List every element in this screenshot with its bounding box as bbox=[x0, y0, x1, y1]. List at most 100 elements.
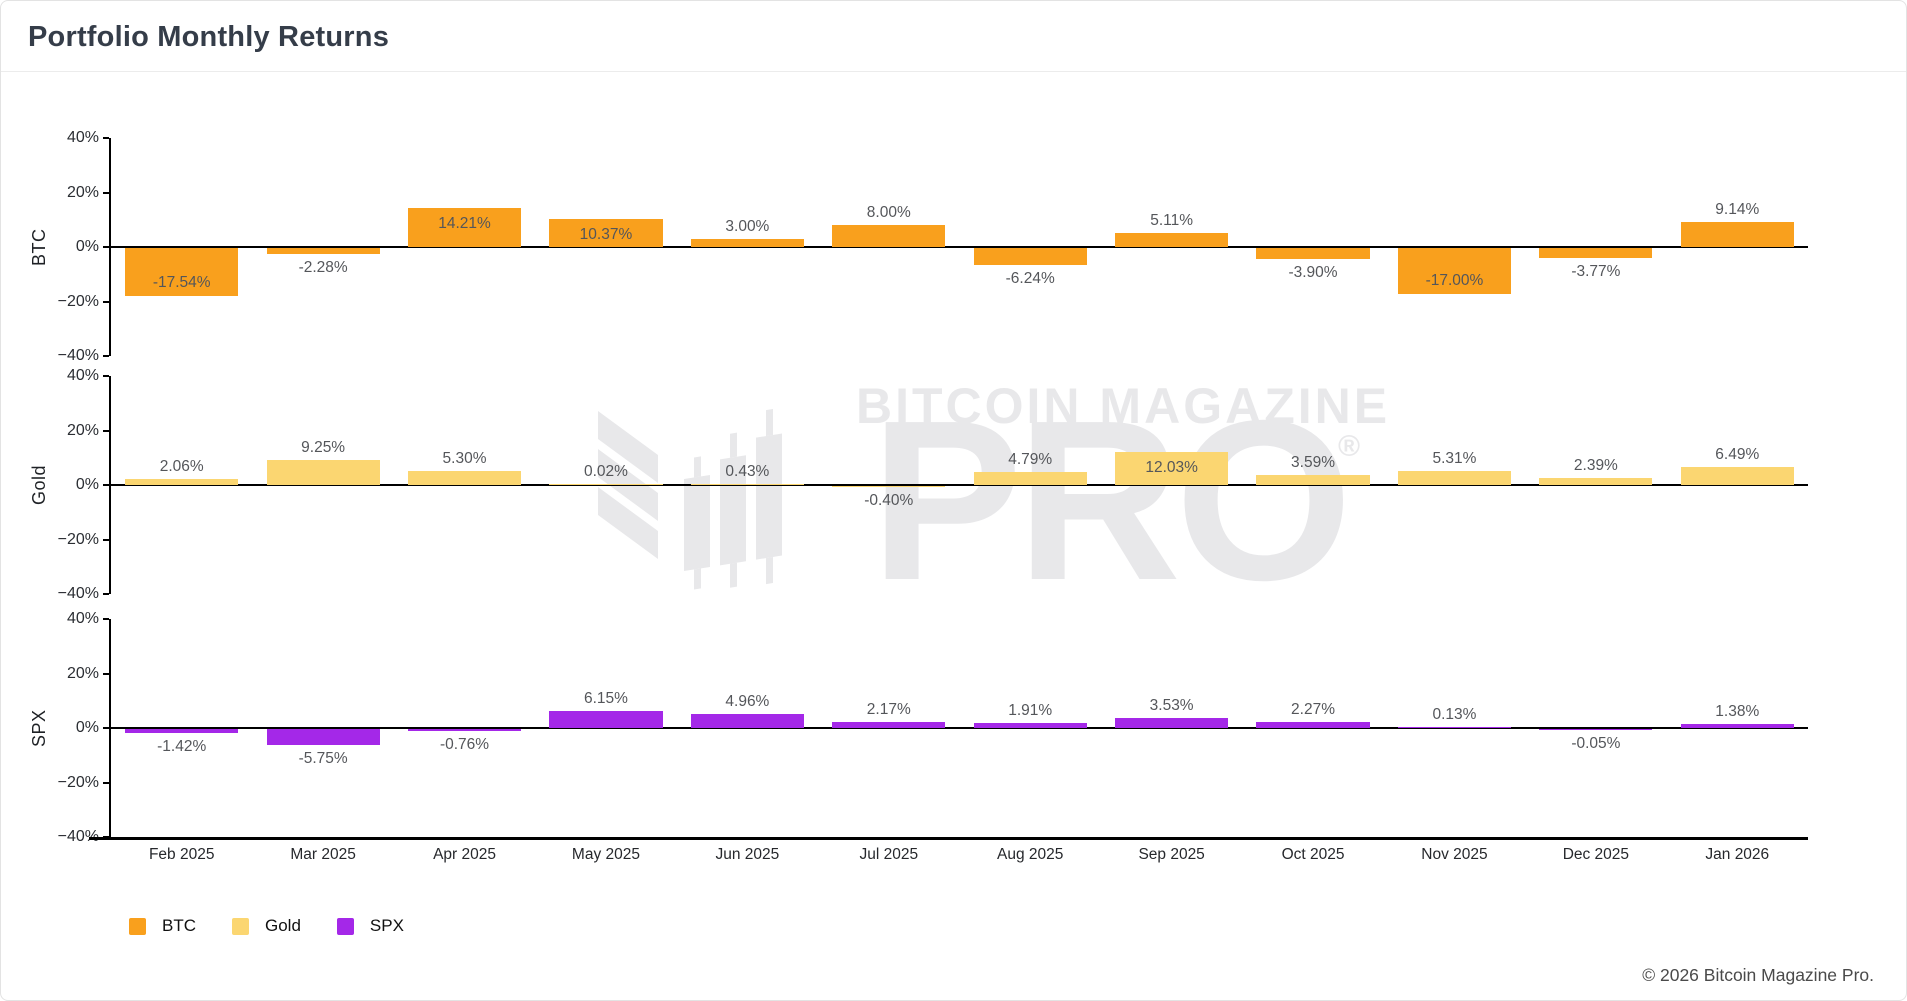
bar-spx-dec-2025[interactable] bbox=[1539, 729, 1653, 730]
bar-gold-aug-2025[interactable] bbox=[973, 471, 1087, 485]
bar-gold-may-2025[interactable] bbox=[549, 484, 663, 485]
y-tick-mark bbox=[103, 593, 109, 595]
x-tick-label: Jan 2026 bbox=[1705, 846, 1770, 863]
bar-spx-may-2025[interactable] bbox=[549, 711, 663, 728]
y-tick-mark bbox=[103, 538, 109, 541]
bar-spx-mar-2025[interactable] bbox=[266, 729, 380, 745]
legend-item-spx[interactable]: SPX bbox=[336, 916, 404, 936]
bar-spx-jun-2025[interactable] bbox=[690, 714, 804, 728]
bar-btc-feb-2025[interactable] bbox=[125, 248, 239, 296]
zero-line-btc bbox=[111, 246, 1808, 248]
bar-gold-nov-2025[interactable] bbox=[1397, 470, 1512, 485]
bar-value-label: 8.00% bbox=[866, 204, 911, 222]
bar-spx-feb-2025[interactable] bbox=[125, 729, 239, 733]
bar-gold-oct-2025[interactable] bbox=[1256, 475, 1370, 485]
bar-btc-jan-2026[interactable] bbox=[1680, 222, 1794, 247]
x-tick-label: May 2025 bbox=[571, 846, 640, 863]
bar-btc-may-2025[interactable] bbox=[549, 218, 663, 247]
bar-value-label: 2.06% bbox=[159, 458, 204, 476]
bar-value-label: -6.24% bbox=[1005, 270, 1055, 287]
y-axis-line-spx bbox=[109, 619, 111, 837]
bar-value-label: 5.11% bbox=[1150, 212, 1194, 230]
y-tick-label: 40% bbox=[66, 610, 99, 627]
y-tick-label: 40% bbox=[66, 129, 99, 146]
bar-gold-jun-2025[interactable] bbox=[690, 483, 804, 485]
watermark-text-line1: BITCOIN MAGAZINE bbox=[856, 378, 1391, 434]
x-tick-label: Apr 2025 bbox=[433, 846, 496, 863]
copyright-text: © 2026 Bitcoin Magazine Pro. bbox=[1642, 965, 1874, 985]
bar-value-label: 1.91% bbox=[1008, 701, 1053, 719]
bar-spx-oct-2025[interactable] bbox=[1256, 721, 1370, 728]
bar-value-label: 0.13% bbox=[1432, 706, 1477, 724]
legend-label-btc: BTC bbox=[162, 916, 196, 935]
x-tick-label: Sep 2025 bbox=[1138, 846, 1205, 863]
card-header: Portfolio Monthly Returns bbox=[1, 1, 1906, 72]
bar-gold-feb-2025[interactable] bbox=[125, 479, 239, 485]
bar-spx-sep-2025[interactable] bbox=[1115, 718, 1229, 728]
bar-btc-oct-2025[interactable] bbox=[1256, 248, 1370, 259]
bar-value-label: -0.76% bbox=[439, 736, 490, 754]
bar-btc-dec-2025[interactable] bbox=[1539, 248, 1653, 259]
bar-spx-jul-2025[interactable] bbox=[832, 722, 946, 728]
y-tick-mark bbox=[103, 246, 109, 248]
bar-btc-aug-2025[interactable] bbox=[973, 248, 1087, 265]
y-tick-mark bbox=[103, 355, 109, 357]
bar-gold-apr-2025[interactable] bbox=[407, 470, 522, 485]
legend-label-spx: SPX bbox=[369, 916, 404, 935]
page-title: Portfolio Monthly Returns bbox=[28, 21, 390, 53]
y-tick-label: 0% bbox=[75, 476, 99, 493]
bar-btc-jul-2025[interactable] bbox=[832, 225, 946, 247]
bar-gold-mar-2025[interactable] bbox=[266, 459, 380, 485]
x-tick-label: Nov 2025 bbox=[1421, 846, 1488, 863]
y-tick-mark bbox=[103, 429, 109, 432]
bar-value-label: 3.59% bbox=[1291, 454, 1335, 472]
y-tick-mark bbox=[103, 727, 109, 729]
bar-gold-dec-2025[interactable] bbox=[1539, 478, 1653, 485]
y-tick-label: −20% bbox=[57, 292, 99, 310]
bar-value-label: 2.39% bbox=[1573, 457, 1618, 475]
bar-btc-jun-2025[interactable] bbox=[690, 238, 804, 247]
y-tick-label: 20% bbox=[66, 183, 99, 201]
y-axis-title-btc: BTC bbox=[29, 228, 49, 266]
bar-value-label: 0.43% bbox=[725, 462, 770, 480]
bar-btc-sep-2025[interactable] bbox=[1115, 233, 1229, 247]
y-tick-label: 20% bbox=[66, 664, 99, 682]
bar-gold-jan-2026[interactable] bbox=[1680, 467, 1794, 485]
gold-color-swatch bbox=[232, 917, 249, 935]
bar-value-label: 6.49% bbox=[1715, 446, 1760, 464]
bitcoin-magazine-pro-logo-icon bbox=[598, 409, 782, 590]
bar-value-label: 12.03% bbox=[1145, 459, 1198, 477]
bar-spx-nov-2025[interactable] bbox=[1397, 727, 1512, 728]
bar-spx-jan-2026[interactable] bbox=[1680, 724, 1794, 728]
bar-spx-aug-2025[interactable] bbox=[973, 722, 1087, 728]
bar-btc-apr-2025[interactable] bbox=[407, 208, 522, 247]
bar-value-label: 5.30% bbox=[442, 449, 487, 467]
y-axis-line-gold bbox=[109, 376, 111, 594]
y-tick-mark bbox=[103, 137, 109, 139]
y-tick-label: −40% bbox=[57, 828, 99, 845]
bar-spx-apr-2025[interactable] bbox=[407, 729, 522, 732]
bar-btc-mar-2025[interactable] bbox=[266, 248, 380, 255]
bar-gold-sep-2025[interactable] bbox=[1115, 452, 1229, 485]
zero-line-spx bbox=[111, 727, 1808, 729]
y-axis-line-btc bbox=[109, 138, 111, 356]
y-axis-title-gold: Gold bbox=[29, 464, 49, 506]
bar-value-label: 2.17% bbox=[866, 701, 911, 719]
legend-label-gold: Gold bbox=[265, 916, 301, 935]
y-tick-mark bbox=[103, 191, 109, 194]
legend-item-btc[interactable]: BTC bbox=[129, 916, 196, 936]
legend-item-gold[interactable]: Gold bbox=[232, 916, 301, 936]
y-tick-mark bbox=[103, 672, 109, 675]
y-tick-mark bbox=[103, 781, 109, 784]
bar-gold-jul-2025[interactable] bbox=[832, 486, 946, 488]
zero-line-gold bbox=[111, 484, 1808, 486]
x-tick-label: Feb 2025 bbox=[148, 846, 215, 863]
btc-color-swatch bbox=[129, 917, 146, 935]
x-tick-label: Oct 2025 bbox=[1281, 846, 1345, 863]
bar-value-label: 1.38% bbox=[1715, 703, 1760, 721]
x-tick-label: Jul 2025 bbox=[859, 846, 919, 863]
bar-btc-nov-2025[interactable] bbox=[1397, 248, 1512, 295]
spx-color-swatch bbox=[336, 917, 354, 935]
bar-value-label: -0.05% bbox=[1571, 734, 1621, 752]
